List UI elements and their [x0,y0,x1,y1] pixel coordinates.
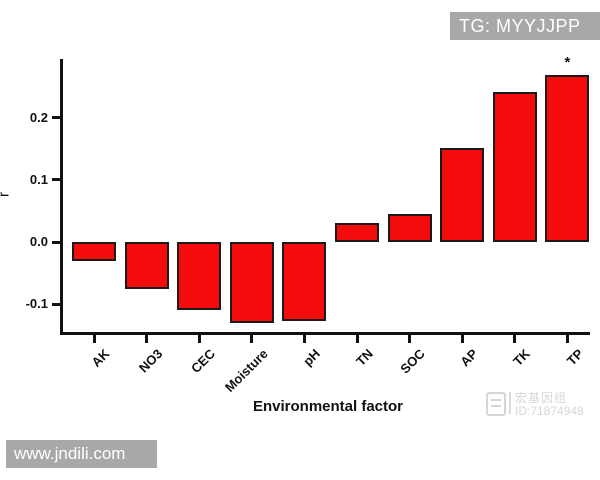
y-axis-line [60,59,63,335]
x-axis-title: Environmental factor [252,398,404,415]
x-tick-mark [250,335,254,343]
publisher-watermark: 宏基因组 ID:71874948 [486,392,584,418]
telegram-watermark-badge: TG: MYYJJPP [450,12,600,40]
x-tick-label: pH [300,346,323,369]
x-tick-label: CEC [187,346,218,377]
publisher-id: ID:71874948 [515,404,584,418]
bar-ak [72,242,116,261]
x-tick-mark [92,335,96,343]
y-tick-mark [52,302,60,306]
bar-soc [387,214,432,243]
x-axis-line [60,332,590,335]
x-tick-mark [408,335,412,343]
publisher-logo-icon [486,392,506,416]
x-tick-label: Moisture [221,346,271,395]
x-tick-label: AK [88,346,113,370]
y-tick-label: 0.0 [29,234,48,250]
y-tick-label: 0.1 [29,171,48,187]
x-tick-mark [565,335,569,343]
website-watermark-badge: www.jndili.com [6,440,157,468]
x-tick-label: SOC [397,346,429,377]
x-tick-label: TK [510,346,534,369]
bar-no3 [124,242,169,289]
watermark-divider [509,392,511,414]
bar-cec [177,242,222,311]
bar-ph [282,242,327,322]
x-tick-label: TP [563,346,586,369]
x-tick-label: NO3 [135,346,166,376]
y-tick-mark [52,116,60,120]
y-tick-label: 0.2 [29,109,48,125]
y-tick-mark [52,240,60,244]
x-tick-label: TN [352,346,376,369]
x-tick-mark [197,335,201,343]
bar-ap [440,147,485,243]
x-tick-mark [302,335,306,343]
x-tick-mark [355,335,359,343]
bar-tp [545,74,590,243]
x-tick-mark [513,335,517,343]
significance-star: * [564,53,571,71]
x-tick-mark [460,335,464,343]
x-tick-mark [145,335,149,343]
bar-tn [335,223,379,243]
bar-moisture [229,242,274,323]
y-tick-mark [52,178,60,182]
x-tick-label: AP [457,346,481,370]
bar-tk [492,91,537,243]
publisher-name: 宏基因组 [515,391,568,405]
y-tick-label: -0.1 [25,296,48,312]
